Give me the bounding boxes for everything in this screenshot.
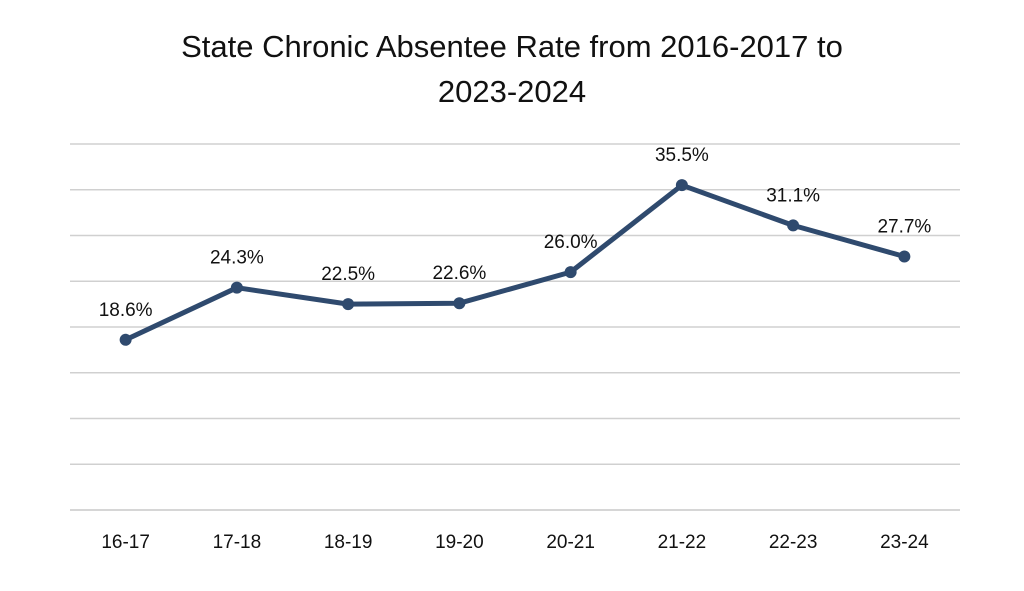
- data-point: [787, 219, 800, 232]
- data-point: [675, 179, 688, 192]
- data-label: 31.1%: [766, 185, 820, 206]
- series-line: [123, 182, 907, 343]
- data-label: 24.3%: [210, 248, 264, 269]
- data-point: [564, 266, 577, 279]
- x-tick-label: 17-18: [213, 532, 262, 553]
- x-tick-label: 19-20: [435, 532, 484, 553]
- x-tick-label: 20-21: [546, 532, 595, 553]
- data-point: [119, 333, 132, 346]
- data-label: 22.5%: [321, 264, 375, 285]
- x-tick-label: 22-23: [769, 532, 818, 553]
- data-point: [342, 298, 355, 311]
- x-tick-label: 21-22: [658, 532, 707, 553]
- data-label: 27.7%: [877, 217, 931, 238]
- x-tick-label: 18-19: [324, 532, 373, 553]
- data-label: 22.6%: [432, 263, 486, 284]
- chart-title-line-2: 2023-2024: [437, 74, 587, 109]
- data-point: [898, 250, 911, 263]
- x-tick-label: 16-17: [101, 532, 150, 553]
- x-tick-label: 23-24: [880, 532, 929, 553]
- data-label: 35.5%: [655, 145, 709, 166]
- data-point: [453, 297, 466, 310]
- data-label: 18.6%: [99, 300, 153, 321]
- data-point: [230, 281, 243, 294]
- data-label: 26.0%: [544, 232, 598, 253]
- chart-title-line-1: State Chronic Absentee Rate from 2016-20…: [181, 29, 843, 64]
